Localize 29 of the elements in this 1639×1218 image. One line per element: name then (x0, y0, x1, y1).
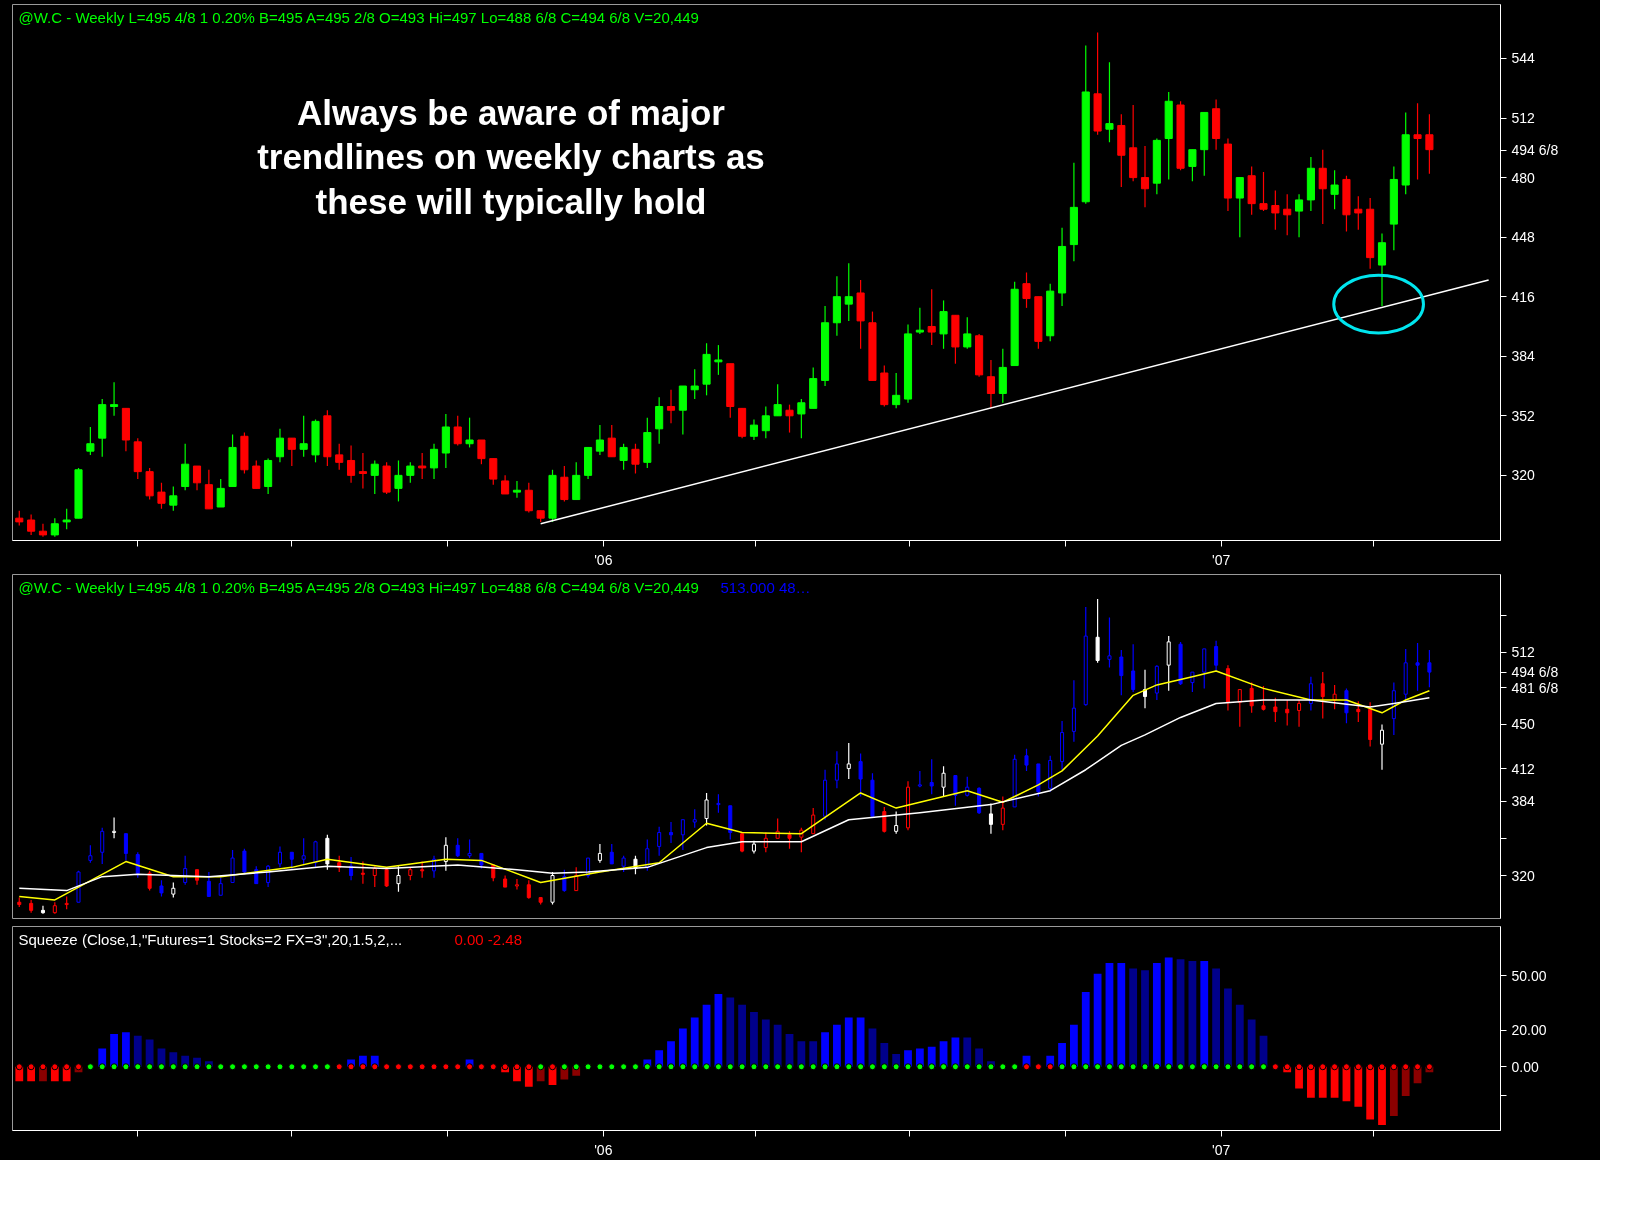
chart-title: @W.C - Weekly L=495 4/8 1 0.20% B=495 A=495 2/8 O=493 Hi=497 Lo=488 6/8 C=494 6/8 V=20,449 (18, 578, 699, 596)
y-tick-label: 384 (1511, 348, 1536, 365)
y-tick-label: 450 (1511, 716, 1536, 733)
chart-subtitle: 0.00 -2.48 (454, 930, 523, 948)
x-tick-label: '07 (1212, 551, 1231, 568)
y-tick-label: 50.00 (1511, 967, 1547, 984)
y-tick-label: 0.00 (1511, 1058, 1539, 1075)
y-tick-label: 320 (1511, 867, 1536, 884)
y-tick-label: 494 6/8 (1511, 142, 1559, 159)
y-tick-label: 512 (1511, 110, 1536, 127)
y-tick-label: 481 6/8 (1511, 679, 1559, 696)
y-tick-label: 512 (1511, 644, 1536, 661)
chart-title: Squeeze (Close,1,"Futures=1 Stocks=2 FX=3",20,1.5,2,... (18, 930, 403, 948)
annotation: Always be aware of major trendlines on weekly charts as these will typically hold (257, 92, 765, 222)
y-tick-label: 412 (1511, 760, 1536, 777)
y-tick-label: 416 (1511, 288, 1536, 305)
y-tick-label: 480 (1511, 169, 1536, 186)
y-tick-label: 352 (1511, 407, 1536, 424)
y-tick-label: 320 (1511, 467, 1536, 484)
x-tick-label: '06 (594, 551, 613, 568)
y-tick-label: 494 6/8 (1511, 664, 1559, 681)
x-tick-label: '06 (594, 1141, 613, 1158)
chart-title: @W.C - Weekly L=495 4/8 1 0.20% B=495 A=495 2/8 O=493 Hi=497 Lo=488 6/8 C=494 6/8 V=20,449 (18, 8, 699, 26)
y-tick-label: 448 (1511, 229, 1536, 246)
chart-subtitle: 513.000 48… (720, 578, 811, 596)
x-tick-label: '07 (1212, 1141, 1231, 1158)
y-tick-label: 20.00 (1511, 1022, 1547, 1039)
y-tick-label: 384 (1511, 793, 1536, 810)
y-tick-label: 544 (1511, 50, 1536, 67)
